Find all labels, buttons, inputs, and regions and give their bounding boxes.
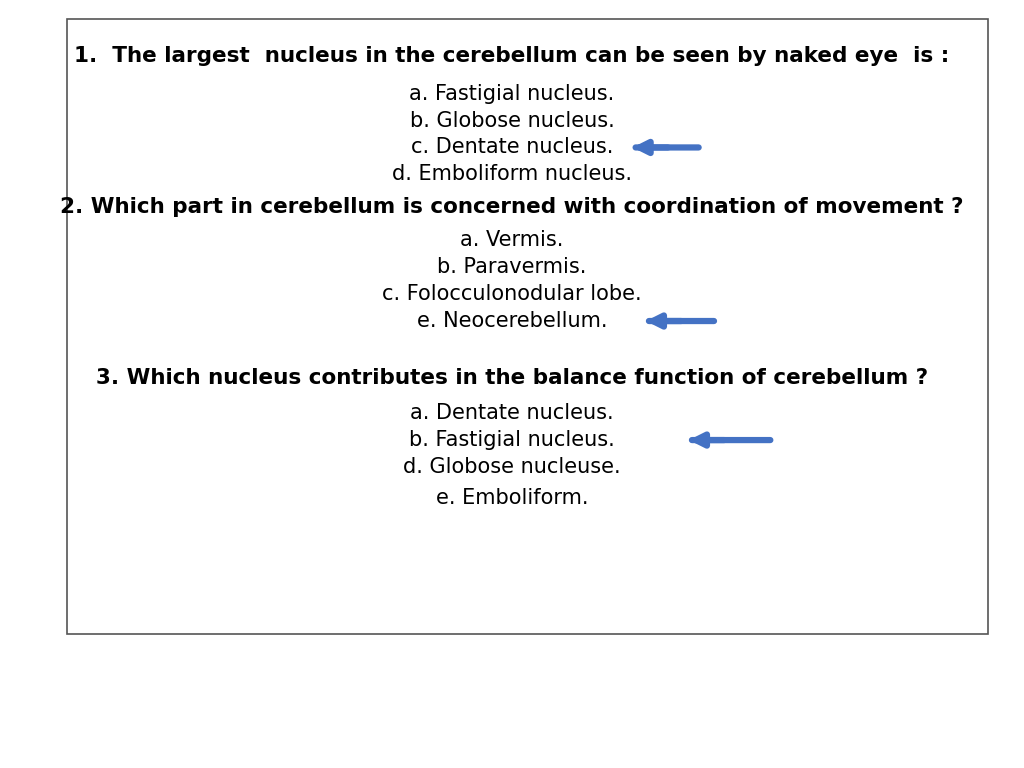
Text: a. Vermis.: a. Vermis. bbox=[461, 230, 563, 250]
Text: c. Dentate nucleus.: c. Dentate nucleus. bbox=[411, 137, 613, 157]
Text: 2. Which part in cerebellum is concerned with coordination of movement ?: 2. Which part in cerebellum is concerned… bbox=[60, 197, 964, 217]
Text: 3. Which nucleus contributes in the balance function of cerebellum ?: 3. Which nucleus contributes in the bala… bbox=[96, 368, 928, 388]
Text: c. Folocculonodular lobe.: c. Folocculonodular lobe. bbox=[382, 284, 642, 304]
Text: b. Fastigial nucleus.: b. Fastigial nucleus. bbox=[410, 430, 614, 450]
Text: d. Globose nucleuse.: d. Globose nucleuse. bbox=[403, 457, 621, 477]
Text: a. Fastigial nucleus.: a. Fastigial nucleus. bbox=[410, 84, 614, 104]
Text: e. Emboliform.: e. Emboliform. bbox=[436, 488, 588, 508]
Text: a. Dentate nucleus.: a. Dentate nucleus. bbox=[411, 403, 613, 423]
Text: b. Paravermis.: b. Paravermis. bbox=[437, 257, 587, 277]
Text: 1.  The largest  nucleus in the cerebellum can be seen by naked eye  is :: 1. The largest nucleus in the cerebellum… bbox=[75, 46, 949, 66]
Text: b. Globose nucleus.: b. Globose nucleus. bbox=[410, 111, 614, 131]
Bar bbox=[67, 19, 988, 634]
Text: e. Neocerebellum.: e. Neocerebellum. bbox=[417, 311, 607, 331]
Text: d. Emboliform nucleus.: d. Emboliform nucleus. bbox=[392, 164, 632, 184]
